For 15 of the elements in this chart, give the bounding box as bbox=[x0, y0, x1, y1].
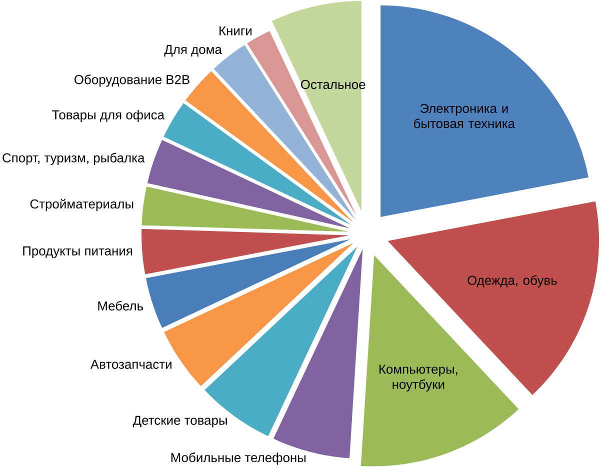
slice-label: Мебель bbox=[98, 300, 144, 310]
slice-label: Автозапчасти bbox=[90, 360, 172, 369]
slice-label: Мобильные телефоны bbox=[171, 452, 306, 465]
slice-label: Электроника и бытовая техника bbox=[414, 104, 516, 128]
slice-label: Товары для офиса bbox=[52, 110, 164, 122]
slice-label: Одежда, обувь bbox=[468, 275, 557, 288]
slice-label: Для дома bbox=[164, 44, 222, 56]
slice-label: Книги bbox=[220, 26, 252, 36]
slice-label: Спорт, туризм, рыбалка bbox=[2, 152, 145, 165]
slice-label: Компьютеры, ноутбуки bbox=[379, 364, 458, 392]
slice-label: Остальное bbox=[300, 80, 366, 89]
slice-label: Продукты питания bbox=[23, 246, 132, 258]
slice-label: Детские товары bbox=[132, 416, 227, 428]
slice-label: Стройматериалы bbox=[30, 198, 134, 211]
slice-label: Оборудование B2B bbox=[74, 74, 190, 87]
